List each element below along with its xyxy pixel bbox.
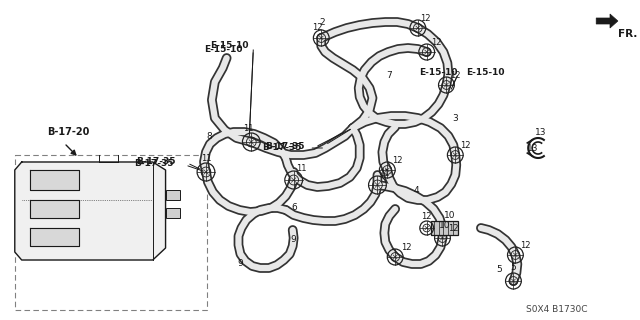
Polygon shape (29, 228, 79, 246)
Bar (166, 208, 180, 218)
Bar (431, 221, 458, 235)
Text: 11: 11 (379, 169, 390, 178)
Text: FR.: FR. (618, 29, 637, 39)
Text: 8: 8 (206, 132, 212, 140)
Text: B-17-35: B-17-35 (134, 158, 173, 167)
Text: 10: 10 (444, 211, 455, 220)
Text: E-15-10: E-15-10 (419, 68, 457, 76)
Text: 5: 5 (511, 263, 516, 273)
Polygon shape (596, 14, 618, 28)
Text: B-17-35: B-17-35 (262, 142, 301, 151)
Text: 12: 12 (460, 140, 470, 149)
Text: 11: 11 (243, 124, 253, 132)
Text: 12: 12 (392, 156, 403, 164)
Text: 12: 12 (401, 243, 412, 252)
Text: 5: 5 (497, 266, 502, 275)
Polygon shape (15, 162, 166, 260)
Text: E-15-10: E-15-10 (204, 44, 243, 53)
Text: 12: 12 (312, 22, 323, 31)
Bar (15, 155, 207, 310)
Text: B-17-35: B-17-35 (136, 156, 175, 165)
Text: 6: 6 (292, 203, 298, 212)
Text: S0X4 B1730C: S0X4 B1730C (526, 306, 588, 315)
Text: 2: 2 (319, 18, 325, 27)
Text: 12: 12 (450, 70, 461, 79)
Text: 12: 12 (520, 241, 531, 250)
Polygon shape (29, 170, 79, 190)
Text: 13: 13 (535, 127, 547, 137)
Text: 12: 12 (431, 37, 442, 46)
Text: 10: 10 (438, 220, 450, 229)
Text: B-17-20: B-17-20 (47, 127, 90, 137)
Text: B-17-35: B-17-35 (265, 141, 305, 150)
Text: E-15-10: E-15-10 (210, 41, 248, 50)
Text: 12: 12 (420, 13, 431, 22)
Polygon shape (29, 200, 79, 218)
Text: 3: 3 (452, 114, 458, 123)
Text: 9: 9 (291, 235, 296, 244)
Text: E-15-10: E-15-10 (466, 68, 504, 76)
Text: 11: 11 (201, 154, 211, 163)
Text: 9: 9 (237, 259, 243, 268)
Text: 11: 11 (296, 164, 307, 172)
Text: 12: 12 (448, 223, 459, 233)
Text: 13: 13 (527, 143, 539, 153)
Bar (166, 190, 180, 200)
Text: 4: 4 (414, 186, 420, 195)
Text: 12: 12 (422, 212, 432, 220)
Text: 7: 7 (387, 70, 392, 79)
